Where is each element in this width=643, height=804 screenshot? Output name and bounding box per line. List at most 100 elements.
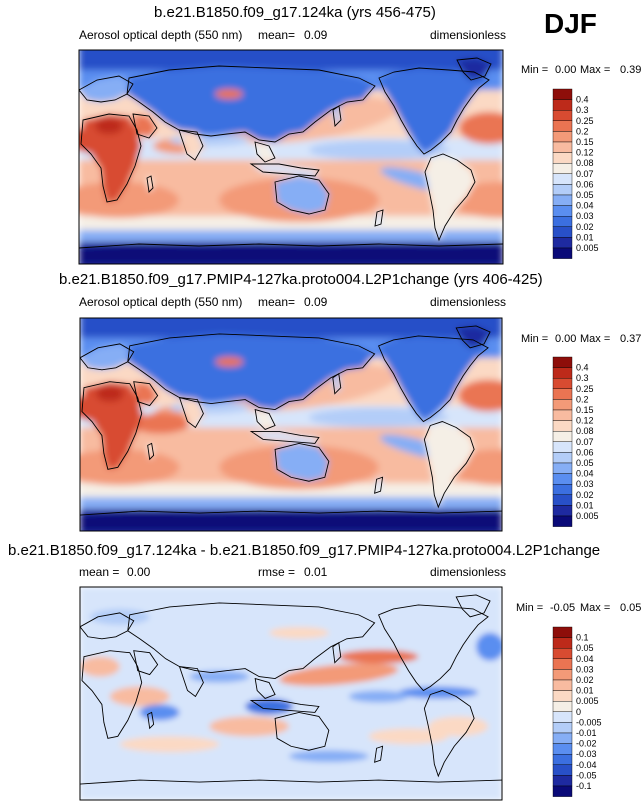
panel1-colorbar-tick-label: 0.06 [576, 179, 594, 189]
panel2-colorbar-tick-label: 0.02 [576, 490, 594, 500]
panel3-colorbar-tick-label: 0 [576, 707, 581, 717]
panel2-colorbar-swatch [552, 367, 573, 379]
panel3-map-pos-blob-5 [79, 656, 120, 677]
panel2-colorbar-swatch [552, 494, 573, 506]
panel2-map-coast-nz [374, 476, 384, 494]
panel3-colorbar-tick-label: -0.1 [576, 781, 592, 791]
panel2-colorbar: 0.40.30.250.20.150.120.080.070.060.050.0… [552, 356, 599, 527]
panel2-colorbar-tick-label: 0.04 [576, 469, 594, 479]
panel2-max-label: Max = [580, 333, 611, 345]
panel2-colorbar-tick-label: 0.12 [576, 416, 594, 426]
panel2-map [79, 317, 503, 532]
panel2-max-value: 0.37 [620, 333, 642, 345]
panel1-map-north-atlantic-blob [459, 112, 503, 144]
panel1-map-coast-africa [80, 113, 142, 203]
panel2-map-coast-australia [274, 442, 330, 482]
panel1-map-land-indonesia [251, 164, 319, 176]
panel1-map-itcz-blob [309, 140, 449, 160]
panel2-colorbar-swatch [552, 409, 573, 421]
panel2-map-coast-seAsia [254, 408, 276, 431]
panel2-units: dimensionless [430, 295, 507, 309]
panel2-map-coast-indonesia [249, 431, 320, 444]
panel2-map-arctic-band [79, 318, 503, 338]
panel3-map-neg-blob-7 [89, 608, 150, 625]
panel2-map-coast-arabia [133, 381, 159, 407]
panel1-colorbar-swatch [552, 205, 573, 217]
panel3-map-pos-blob-8 [368, 728, 449, 745]
panel1-map-coast-indonesia [249, 163, 320, 177]
panel1-map-land-southAmerica [425, 154, 475, 240]
panel2-map-frame [79, 317, 503, 532]
panel1-map-land-india [179, 130, 203, 160]
panel1-map-coastlines [79, 57, 503, 249]
panel3-map-coast-southAmerica [423, 690, 475, 778]
panel1-colorbar-swatch [552, 162, 573, 174]
panel3-colorbar-swatch [552, 764, 573, 776]
panel3-map-pos-blob-7 [119, 736, 220, 753]
panel2-map-itcz-blob [308, 407, 449, 428]
panel1-units: dimensionless [430, 28, 507, 42]
panel2-map-field [79, 318, 503, 531]
panel3-colorbar-tick-label: -0.02 [576, 739, 597, 749]
panel3-colorbar-tick-label: 0.03 [576, 664, 594, 674]
panel3-map-coast-arabia [133, 650, 159, 676]
panel2-map-taklimakan-blob [215, 356, 244, 367]
panel1-map-frame [78, 49, 504, 265]
panel3-colorbar-tick-label: -0.05 [576, 770, 597, 780]
panel1-colorbar-swatch [552, 226, 573, 238]
panel3-colorbar-tick-label: 0.02 [576, 675, 594, 685]
panel1-colorbar-tick-label: 0.08 [576, 158, 594, 168]
panel2-colorbar-swatch [552, 452, 573, 464]
panel1-colorbar-swatch [552, 215, 573, 227]
panel1-max-label: Max = [580, 64, 611, 76]
season-label: DJF [544, 8, 597, 39]
panel1-map [78, 49, 504, 265]
panel1-map-land-africa [81, 114, 141, 202]
panel1-colorbar-swatch [552, 152, 573, 164]
panel3-map-pos-blob-2 [338, 649, 419, 664]
panel2-map-land-southAmerica [424, 421, 475, 508]
panel3-colorbar-swatch [552, 626, 573, 638]
panel3-map-pos-blob-4 [209, 716, 290, 737]
panel1-colorbar: 0.40.30.250.20.150.120.080.070.060.050.0… [552, 88, 599, 259]
panel3-mean-label: mean = [79, 565, 120, 579]
panel3-colorbar-tick-label: 0.01 [576, 686, 594, 696]
panel3-title: b.e21.B1850.f09_g17.124ka - b.e21.B1850.… [8, 542, 601, 559]
panel3-colorbar-tick-label: 0.1 [576, 633, 589, 643]
panel1-colorbar-swatch [552, 141, 573, 153]
panel3-colorbar-swatch [552, 658, 573, 670]
panel2-colorbar-swatch [552, 462, 573, 474]
panel1-colorbar-tick-label: 0.3 [576, 105, 589, 115]
panel3-colorbar-swatch [552, 648, 573, 660]
panel2-map-southern-ocean-band [79, 483, 503, 498]
panel2-min-label: Min = [521, 333, 549, 345]
panel2-colorbar-tick-label: 0.01 [576, 500, 594, 510]
panel1-colorbar-swatch [552, 131, 573, 143]
panel1-max-value: 0.39 [620, 64, 642, 76]
panel3-colorbar-swatch [552, 679, 573, 691]
panel2-map-land-arabia [133, 381, 158, 406]
panel3-colorbar-swatch [552, 722, 573, 734]
panel1-map-coast-antarctica [79, 243, 503, 249]
panel1-colorbar-tick-label: 0.07 [576, 169, 594, 179]
panel2-colorbar-tick-label: 0.4 [576, 363, 589, 373]
panel1-map-land-northAmerica [379, 68, 489, 154]
panel3-map-coast-northAmerica [377, 604, 489, 692]
panel3-map-coast-nz [374, 745, 384, 763]
panel1-colorbar-tick-label: 0.05 [576, 190, 594, 200]
panel2-colorbar-swatch [552, 430, 573, 442]
panel1-colorbar-swatch [552, 194, 573, 206]
panel3-map [79, 586, 503, 801]
panel3-map-coast-greenland [455, 594, 491, 618]
panel1-map-coast-seAsia [254, 141, 276, 163]
panel1-colorbar-swatch [552, 88, 573, 100]
panel3-colorbar-tick-label: 0.05 [576, 643, 594, 653]
panel2-map-coast-northAmerica [377, 335, 489, 423]
panel1-map-coast-southAmerica [424, 153, 476, 242]
panel3-map-coast-antarctica [79, 779, 503, 785]
panel3-colorbar-tick-label: -0.005 [576, 717, 602, 727]
panel2-map-coast-africa [81, 381, 143, 470]
panel2-map-land-northAmerica [378, 335, 489, 422]
panel2-map-land-india [179, 397, 204, 428]
